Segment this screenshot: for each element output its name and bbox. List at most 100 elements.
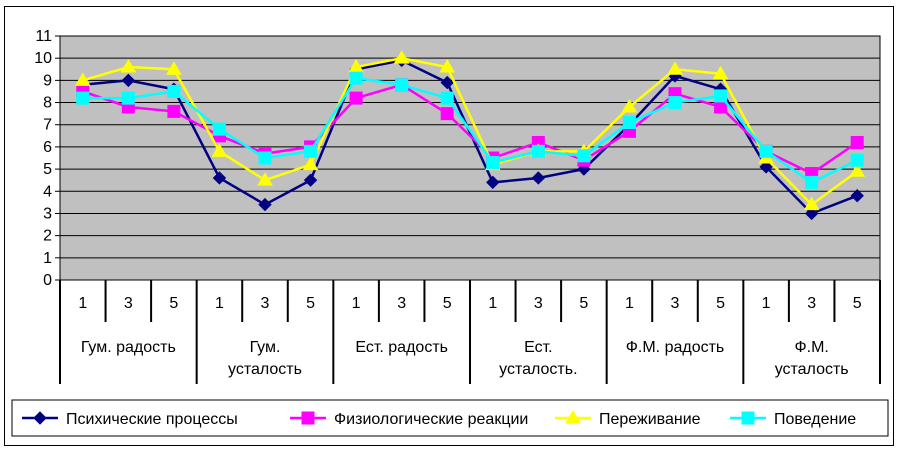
group-label: Ест. xyxy=(524,339,553,356)
data-point xyxy=(621,98,638,113)
legend-label: Физиологические реакции xyxy=(334,411,528,428)
group-label: Ф.М. радость xyxy=(626,339,725,356)
data-point xyxy=(712,65,729,80)
data-point xyxy=(395,78,409,92)
x-tick-label: 3 xyxy=(807,295,816,312)
data-point xyxy=(258,197,272,212)
data-point xyxy=(166,61,182,75)
data-point xyxy=(211,143,228,157)
data-point xyxy=(850,153,864,167)
x-tick-label: 5 xyxy=(579,295,588,312)
data-point xyxy=(440,91,454,105)
data-point xyxy=(121,91,135,105)
legend: Психические процессы Физиологические реак… xyxy=(11,399,889,437)
data-point xyxy=(577,149,591,163)
data-point xyxy=(486,175,500,190)
legend-label: Поведение xyxy=(774,411,856,428)
data-point xyxy=(668,96,682,110)
data-point xyxy=(167,84,181,98)
x-tick-label: 1 xyxy=(78,295,87,312)
x-tick-label: 3 xyxy=(534,295,543,312)
x-tick-label: 5 xyxy=(169,295,178,312)
x-tick-label: 1 xyxy=(488,295,497,312)
data-point xyxy=(714,89,728,103)
data-point xyxy=(622,116,636,130)
group-label: Гум. xyxy=(250,339,281,356)
data-point xyxy=(303,173,318,187)
data-point xyxy=(393,50,410,64)
data-point xyxy=(803,196,820,211)
data-point xyxy=(167,104,181,118)
x-tick-label: 3 xyxy=(261,295,270,312)
series-3 xyxy=(74,50,866,211)
x-tick-label: 1 xyxy=(215,295,224,312)
data-point xyxy=(531,144,545,158)
legend-item: Физиологические реакции xyxy=(290,411,528,428)
series-line xyxy=(82,59,858,215)
y-tick-label: 11 xyxy=(35,28,52,45)
series-line xyxy=(82,76,858,184)
x-tick-label: 5 xyxy=(716,295,725,312)
data-point xyxy=(759,144,773,158)
x-tick-label: 3 xyxy=(124,295,133,312)
legend-item: Поведение xyxy=(730,411,856,428)
y-tick-label: 10 xyxy=(34,50,52,67)
group-label: Ф.М. xyxy=(794,339,828,356)
series-line xyxy=(82,83,858,175)
data-point xyxy=(349,71,363,85)
plot-background xyxy=(59,35,881,281)
x-tick-label: 5 xyxy=(306,295,315,312)
y-tick-label: 0 xyxy=(43,272,52,289)
y-tick-label: 2 xyxy=(43,228,52,245)
group-label: усталость. xyxy=(499,361,577,378)
legend-label: Психические процессы xyxy=(66,411,238,428)
legend-label: Переживание xyxy=(599,411,701,428)
data-point xyxy=(486,155,500,169)
x-tick-label: 5 xyxy=(853,295,862,312)
y-tick-label: 6 xyxy=(43,139,52,156)
x-tick-label: 5 xyxy=(443,295,452,312)
data-point xyxy=(850,135,864,149)
data-point xyxy=(74,72,91,86)
plot-area xyxy=(59,35,881,281)
data-point xyxy=(257,172,273,186)
y-tick-label: 7 xyxy=(43,117,52,134)
data-point xyxy=(212,122,226,136)
x-tick-label: 3 xyxy=(671,295,680,312)
data-point xyxy=(850,189,864,203)
series-line xyxy=(82,56,858,207)
series-4 xyxy=(76,71,864,189)
x-tick-label: 3 xyxy=(397,295,406,312)
data-point xyxy=(804,206,819,221)
legend-item: Переживание xyxy=(555,410,701,428)
data-point xyxy=(759,160,773,174)
data-point xyxy=(304,144,318,158)
group-label: Гум. радость xyxy=(81,339,176,356)
data-point xyxy=(120,59,137,73)
y-tick-label: 5 xyxy=(43,161,52,178)
group-label: Ест. радость xyxy=(355,339,448,356)
legend-item: Психические процессы xyxy=(22,411,238,428)
data-point xyxy=(349,91,363,105)
x-tick-label: 1 xyxy=(625,295,634,312)
data-point xyxy=(439,59,456,73)
data-point xyxy=(301,411,315,425)
data-point xyxy=(849,163,866,177)
data-point xyxy=(565,410,581,424)
data-point xyxy=(121,73,136,88)
x-tick-label: 1 xyxy=(352,295,361,312)
data-point xyxy=(212,171,227,185)
y-tick-label: 3 xyxy=(43,205,52,222)
data-point xyxy=(33,411,47,425)
group-label: усталость xyxy=(775,361,849,378)
data-point xyxy=(302,156,319,171)
y-tick-label: 4 xyxy=(43,183,52,200)
y-tick-label: 1 xyxy=(43,250,52,267)
series-layer xyxy=(74,50,866,221)
data-point xyxy=(440,107,454,121)
group-label: усталость xyxy=(228,361,302,378)
data-point xyxy=(440,75,454,90)
data-point xyxy=(258,151,272,165)
